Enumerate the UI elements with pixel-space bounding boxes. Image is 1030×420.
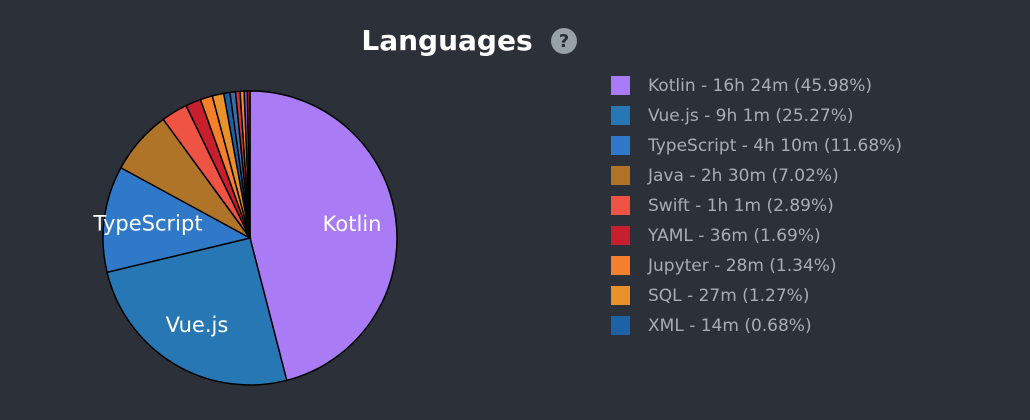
legend-swatch — [611, 76, 630, 95]
legend: Kotlin - 16h 24m (45.98%) Vue.js - 9h 1m … — [611, 76, 902, 336]
legend-label: YAML - 36m (1.69%) — [647, 226, 821, 246]
slice-label: Kotlin — [323, 212, 382, 236]
legend-label: Vue.js - 9h 1m (25.27%) — [648, 106, 854, 126]
legend-swatch — [611, 316, 630, 335]
legend-swatch — [611, 256, 630, 275]
help-icon[interactable]: ? — [551, 28, 577, 54]
help-icon-text[interactable]: ? — [559, 31, 569, 52]
legend-label: XML - 14m (0.68%) — [648, 316, 812, 336]
legend-label: Swift - 1h 1m (2.89%) — [648, 196, 834, 216]
legend-label: SQL - 27m (1.27%) — [648, 286, 809, 306]
slice-label: TypeScript — [92, 212, 202, 236]
legend-swatch — [611, 226, 630, 245]
legend-swatch — [611, 136, 630, 155]
pie: Kotlin Vue.js TypeScript — [92, 90, 398, 386]
legend-swatch — [611, 166, 630, 185]
legend-swatch — [611, 286, 630, 305]
legend-swatch — [611, 106, 630, 125]
legend-label: TypeScript - 4h 10m (11.68%) — [647, 136, 902, 156]
legend-swatch — [611, 196, 630, 215]
pie-slice — [246, 90, 251, 239]
slice-label: Vue.js — [166, 313, 229, 337]
legend-label: Java - 2h 30m (7.02%) — [647, 166, 839, 186]
pie-slice — [102, 166, 253, 274]
legend-label: Jupyter - 28m (1.34%) — [647, 256, 837, 276]
chart-title: Languages — [361, 24, 532, 57]
pie-slice — [249, 90, 398, 382]
legend-label: Kotlin - 16h 24m (45.98%) — [648, 76, 872, 96]
help-icon-circle[interactable] — [551, 28, 577, 54]
pie-slice — [106, 237, 288, 386]
